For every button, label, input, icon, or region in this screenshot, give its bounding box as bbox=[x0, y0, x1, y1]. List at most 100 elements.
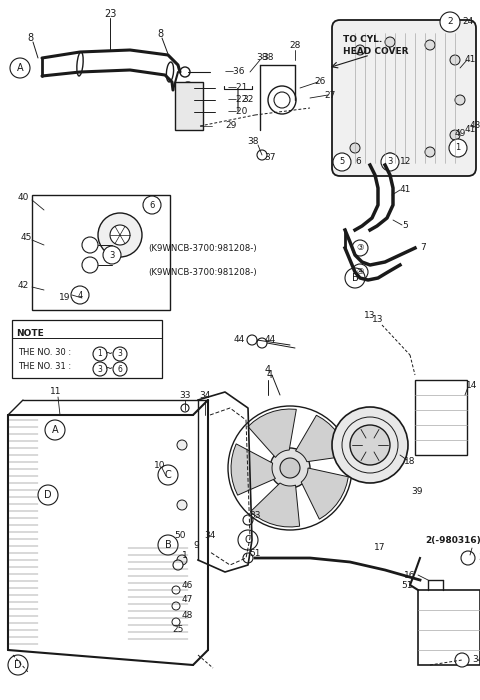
Text: 8: 8 bbox=[157, 29, 163, 39]
Circle shape bbox=[10, 58, 30, 78]
Circle shape bbox=[350, 143, 360, 153]
Text: TO CYL.: TO CYL. bbox=[343, 36, 382, 45]
Text: 12: 12 bbox=[400, 158, 411, 167]
Circle shape bbox=[82, 237, 98, 253]
Text: 49: 49 bbox=[454, 129, 466, 137]
Circle shape bbox=[45, 420, 65, 440]
Text: 3: 3 bbox=[387, 158, 393, 167]
Text: 48: 48 bbox=[182, 610, 193, 620]
Circle shape bbox=[177, 500, 187, 510]
Circle shape bbox=[103, 246, 121, 264]
Circle shape bbox=[172, 618, 180, 626]
Text: 18: 18 bbox=[404, 458, 416, 466]
Polygon shape bbox=[248, 409, 296, 457]
Circle shape bbox=[82, 257, 98, 273]
Circle shape bbox=[71, 286, 89, 304]
Text: 51: 51 bbox=[401, 580, 413, 589]
Circle shape bbox=[350, 425, 390, 465]
Text: 2: 2 bbox=[447, 18, 453, 27]
Circle shape bbox=[243, 553, 253, 563]
Circle shape bbox=[113, 347, 127, 361]
Circle shape bbox=[440, 12, 460, 32]
Text: (K9WNCB-3700:981208-): (K9WNCB-3700:981208-) bbox=[148, 267, 257, 276]
Text: (K9WNCB-3700:981208-): (K9WNCB-3700:981208-) bbox=[148, 244, 257, 253]
Circle shape bbox=[385, 153, 395, 163]
Text: 3: 3 bbox=[97, 365, 102, 374]
Text: 2(-980316): 2(-980316) bbox=[425, 536, 480, 545]
Text: 23: 23 bbox=[104, 9, 116, 19]
Polygon shape bbox=[231, 444, 276, 495]
Circle shape bbox=[247, 335, 257, 345]
Circle shape bbox=[425, 147, 435, 157]
Text: 46: 46 bbox=[182, 580, 193, 589]
Text: 38: 38 bbox=[247, 137, 259, 146]
Text: 45: 45 bbox=[20, 234, 32, 242]
Text: 40: 40 bbox=[18, 193, 29, 202]
Text: C: C bbox=[165, 470, 171, 480]
Circle shape bbox=[257, 150, 267, 160]
Text: 1: 1 bbox=[456, 144, 461, 153]
Text: —20: —20 bbox=[228, 108, 248, 116]
Circle shape bbox=[173, 560, 183, 570]
Circle shape bbox=[172, 586, 180, 594]
Circle shape bbox=[385, 37, 395, 47]
Text: 15: 15 bbox=[479, 585, 480, 594]
Text: 25: 25 bbox=[172, 626, 184, 634]
Text: 41: 41 bbox=[464, 55, 476, 64]
Text: 47: 47 bbox=[182, 596, 193, 605]
Circle shape bbox=[182, 82, 194, 94]
Circle shape bbox=[98, 213, 142, 257]
Text: 44: 44 bbox=[264, 335, 276, 344]
Circle shape bbox=[182, 94, 194, 106]
Circle shape bbox=[332, 407, 408, 483]
Text: 4: 4 bbox=[77, 290, 83, 300]
Text: 26: 26 bbox=[314, 78, 326, 87]
Circle shape bbox=[268, 86, 296, 114]
Text: 5: 5 bbox=[339, 158, 345, 167]
Circle shape bbox=[238, 530, 258, 550]
Text: 14: 14 bbox=[466, 381, 478, 389]
Circle shape bbox=[172, 602, 180, 610]
Circle shape bbox=[461, 551, 475, 565]
Text: 4: 4 bbox=[267, 370, 273, 380]
Circle shape bbox=[270, 448, 310, 488]
Text: 6: 6 bbox=[149, 200, 155, 209]
Circle shape bbox=[455, 653, 469, 667]
Text: D: D bbox=[14, 660, 22, 670]
Text: 19: 19 bbox=[59, 293, 71, 302]
Text: 43: 43 bbox=[469, 120, 480, 130]
Text: 13: 13 bbox=[372, 316, 384, 325]
Circle shape bbox=[257, 338, 267, 348]
Text: 28: 28 bbox=[289, 41, 300, 50]
Text: B: B bbox=[165, 540, 171, 550]
Text: A: A bbox=[17, 63, 24, 73]
Text: THE NO. 30 :: THE NO. 30 : bbox=[18, 348, 71, 357]
Circle shape bbox=[449, 139, 467, 157]
Circle shape bbox=[181, 404, 189, 412]
Circle shape bbox=[333, 153, 351, 171]
Bar bbox=[32, 195, 170, 310]
Text: THE NO. 31 :: THE NO. 31 : bbox=[18, 362, 71, 371]
Circle shape bbox=[455, 95, 465, 105]
Text: 34: 34 bbox=[472, 655, 480, 664]
Circle shape bbox=[113, 362, 127, 376]
Text: 39: 39 bbox=[411, 487, 423, 496]
Text: 6: 6 bbox=[118, 365, 122, 374]
Text: 35: 35 bbox=[478, 554, 480, 563]
Text: 41: 41 bbox=[399, 186, 411, 195]
Circle shape bbox=[38, 485, 58, 505]
Text: 3: 3 bbox=[118, 349, 122, 358]
Text: 16: 16 bbox=[404, 570, 415, 580]
Circle shape bbox=[450, 55, 460, 65]
Circle shape bbox=[381, 153, 399, 171]
Polygon shape bbox=[251, 483, 300, 527]
Circle shape bbox=[177, 440, 187, 450]
Text: C: C bbox=[245, 535, 252, 545]
Text: 38: 38 bbox=[262, 53, 274, 62]
Text: 6: 6 bbox=[355, 158, 361, 167]
Text: NOTE: NOTE bbox=[16, 329, 44, 338]
Text: 11: 11 bbox=[50, 388, 62, 396]
Polygon shape bbox=[301, 468, 348, 519]
Text: 10: 10 bbox=[154, 461, 166, 470]
Text: ④: ④ bbox=[356, 267, 364, 276]
